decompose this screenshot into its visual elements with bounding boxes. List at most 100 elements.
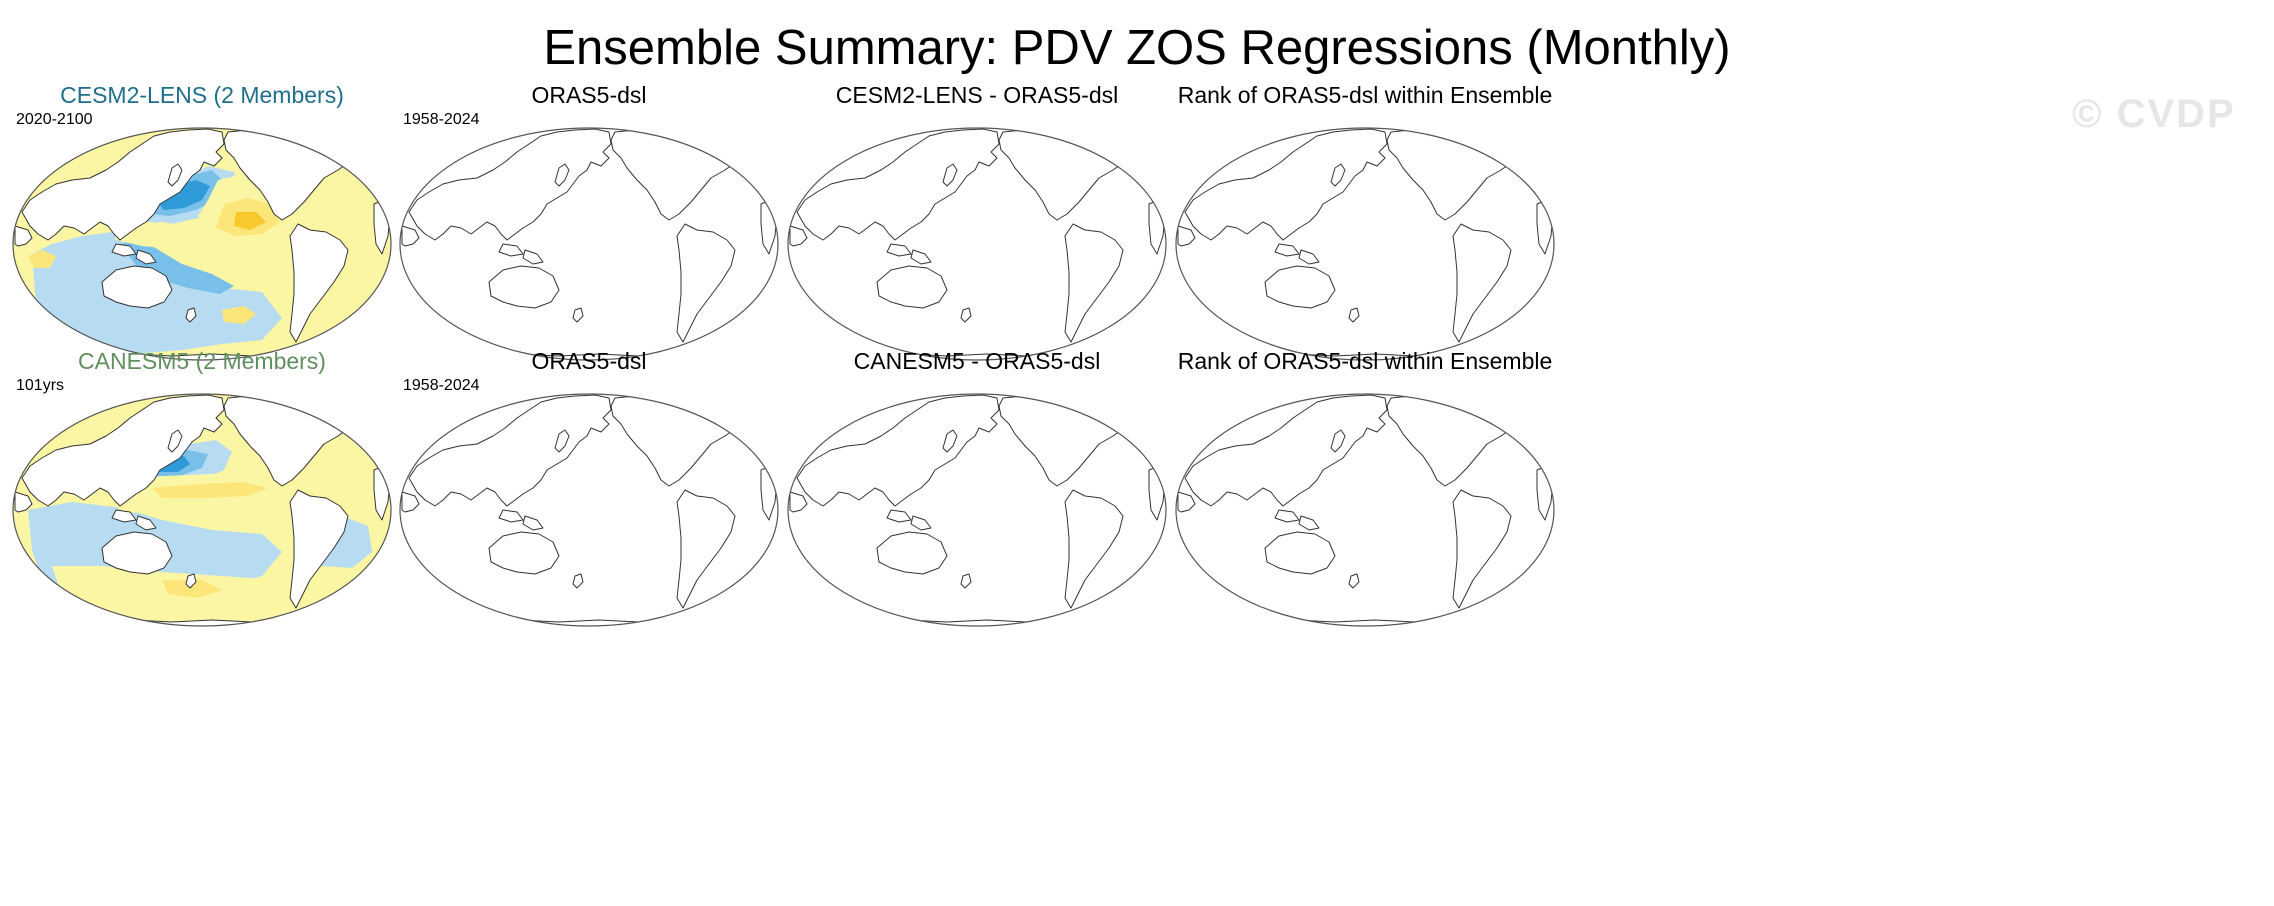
positive-arctic-band — [122, 378, 262, 394]
panel-period: 101yrs — [16, 377, 65, 394]
map-border — [399, 127, 779, 361]
asia-europe-landmass — [1184, 128, 1388, 241]
australia-landmass — [101, 531, 173, 575]
world-map — [399, 127, 779, 361]
africa-landmass — [1177, 225, 1196, 247]
world-map — [787, 393, 1167, 627]
world-map — [12, 127, 392, 361]
maritime-continent-islands — [111, 509, 157, 531]
africa-landmass — [789, 491, 808, 513]
positive-south-pacific-core — [222, 306, 256, 324]
panel-title: CANESM5 (2 Members) — [78, 348, 326, 374]
japan-island — [167, 429, 183, 453]
map-border — [399, 393, 779, 627]
panel-title: CESM2-LENS (2 Members) — [60, 82, 344, 108]
asia-europe-landmass — [1184, 394, 1388, 507]
panel-canesm5-difference: CANESM5 - ORAS5-dsl — [787, 346, 1347, 706]
map-interior — [1176, 394, 1554, 626]
africa-landmass — [401, 225, 420, 247]
greenland-landmass — [1116, 397, 1146, 425]
panel-cesm2-rank: Rank of ORAS5-dsl within Ensemble — [1175, 80, 1735, 440]
map-interior — [1176, 128, 1554, 360]
australia-landmass — [101, 265, 173, 309]
maritime-continent-islands — [886, 243, 932, 265]
africa-landmass — [14, 225, 33, 247]
south-america-landmass — [1064, 489, 1124, 609]
panel-period: 1958-2024 — [403, 377, 480, 394]
asia-europe-landmass — [408, 394, 612, 507]
maritime-continent-islands — [1274, 243, 1320, 265]
positive-south-pacific-core — [162, 580, 222, 598]
negative-arctic-core — [168, 380, 208, 392]
greenland-landmass — [1504, 397, 1534, 425]
japan-island — [942, 429, 958, 453]
world-map — [787, 127, 1167, 361]
panel-title: Rank of ORAS5-dsl within Ensemble — [1177, 82, 1553, 108]
japan-island — [167, 163, 183, 187]
south-america-landmass — [289, 489, 349, 609]
panel-title: CANESM5 - ORAS5-dsl — [853, 348, 1101, 374]
panel-title: CESM2-LENS - ORAS5-dsl — [835, 82, 1119, 108]
panel-cesm2-ensemble-mean: CESM2-LENS (2 Members) 2020-2100 — [12, 80, 572, 440]
negative-kuroshio-core — [154, 180, 210, 210]
asia-europe-landmass — [21, 394, 225, 507]
maritime-continent-islands — [111, 243, 157, 265]
africa-landmass — [1177, 491, 1196, 513]
panel-period: 1958-2024 — [403, 111, 480, 128]
map-interior — [788, 128, 1166, 360]
map-interior — [13, 378, 391, 626]
positive-equatorial-core — [152, 482, 268, 498]
watermark: © CVDP — [2072, 92, 2236, 136]
new-zealand-island — [1348, 307, 1360, 323]
greenland-landmass — [1504, 131, 1534, 159]
south-america-landmass — [1064, 223, 1124, 343]
australia-landmass — [876, 265, 948, 309]
africa-landmass — [401, 491, 420, 513]
australia-landmass — [488, 265, 560, 309]
world-map — [12, 378, 392, 627]
map-interior — [400, 128, 778, 360]
new-zealand-island — [185, 307, 197, 323]
world-map — [1175, 393, 1555, 627]
panel-title: ORAS5-dsl — [531, 348, 647, 374]
asia-europe-landmass — [796, 394, 1000, 507]
japan-island — [1330, 163, 1346, 187]
australia-landmass — [876, 531, 948, 575]
new-zealand-island — [1348, 573, 1360, 589]
greenland-landmass — [341, 131, 371, 159]
positive-equatorial-core — [234, 212, 266, 230]
map-border — [787, 393, 1167, 627]
positive-equatorial-band — [112, 222, 238, 250]
japan-island — [554, 163, 570, 187]
new-zealand-island — [960, 573, 972, 589]
positive-indian-ocean-west — [28, 250, 56, 268]
maritime-continent-islands — [1274, 509, 1320, 531]
map-interior — [788, 394, 1166, 626]
panel-canesm5-rank: Rank of ORAS5-dsl within Ensemble — [1175, 346, 1735, 706]
japan-island — [942, 163, 958, 187]
asia-europe-landmass — [408, 128, 612, 241]
map-border — [1175, 127, 1555, 361]
map-border — [12, 393, 392, 627]
australia-landmass — [1264, 265, 1336, 309]
new-zealand-island — [572, 307, 584, 323]
panel-title: ORAS5-dsl — [531, 82, 647, 108]
australia-landmass — [488, 531, 560, 575]
new-zealand-island — [960, 307, 972, 323]
map-border — [1175, 393, 1555, 627]
greenland-landmass — [1116, 131, 1146, 159]
panel-period: 2020-2100 — [16, 111, 93, 128]
japan-island — [1330, 429, 1346, 453]
panel-cesm2-difference: CESM2-LENS - ORAS5-dsl — [787, 80, 1347, 440]
africa-landmass — [789, 225, 808, 247]
asia-europe-landmass — [796, 128, 1000, 241]
map-interior — [13, 128, 391, 360]
south-america-landmass — [1452, 489, 1512, 609]
panel-canesm5-ensemble-mean: CANESM5 (2 Members) 101yrs — [12, 346, 572, 706]
africa-landmass — [14, 491, 33, 513]
maritime-continent-islands — [886, 509, 932, 531]
maritime-continent-islands — [498, 243, 544, 265]
south-america-landmass — [676, 489, 736, 609]
japan-island — [554, 429, 570, 453]
australia-landmass — [1264, 531, 1336, 575]
